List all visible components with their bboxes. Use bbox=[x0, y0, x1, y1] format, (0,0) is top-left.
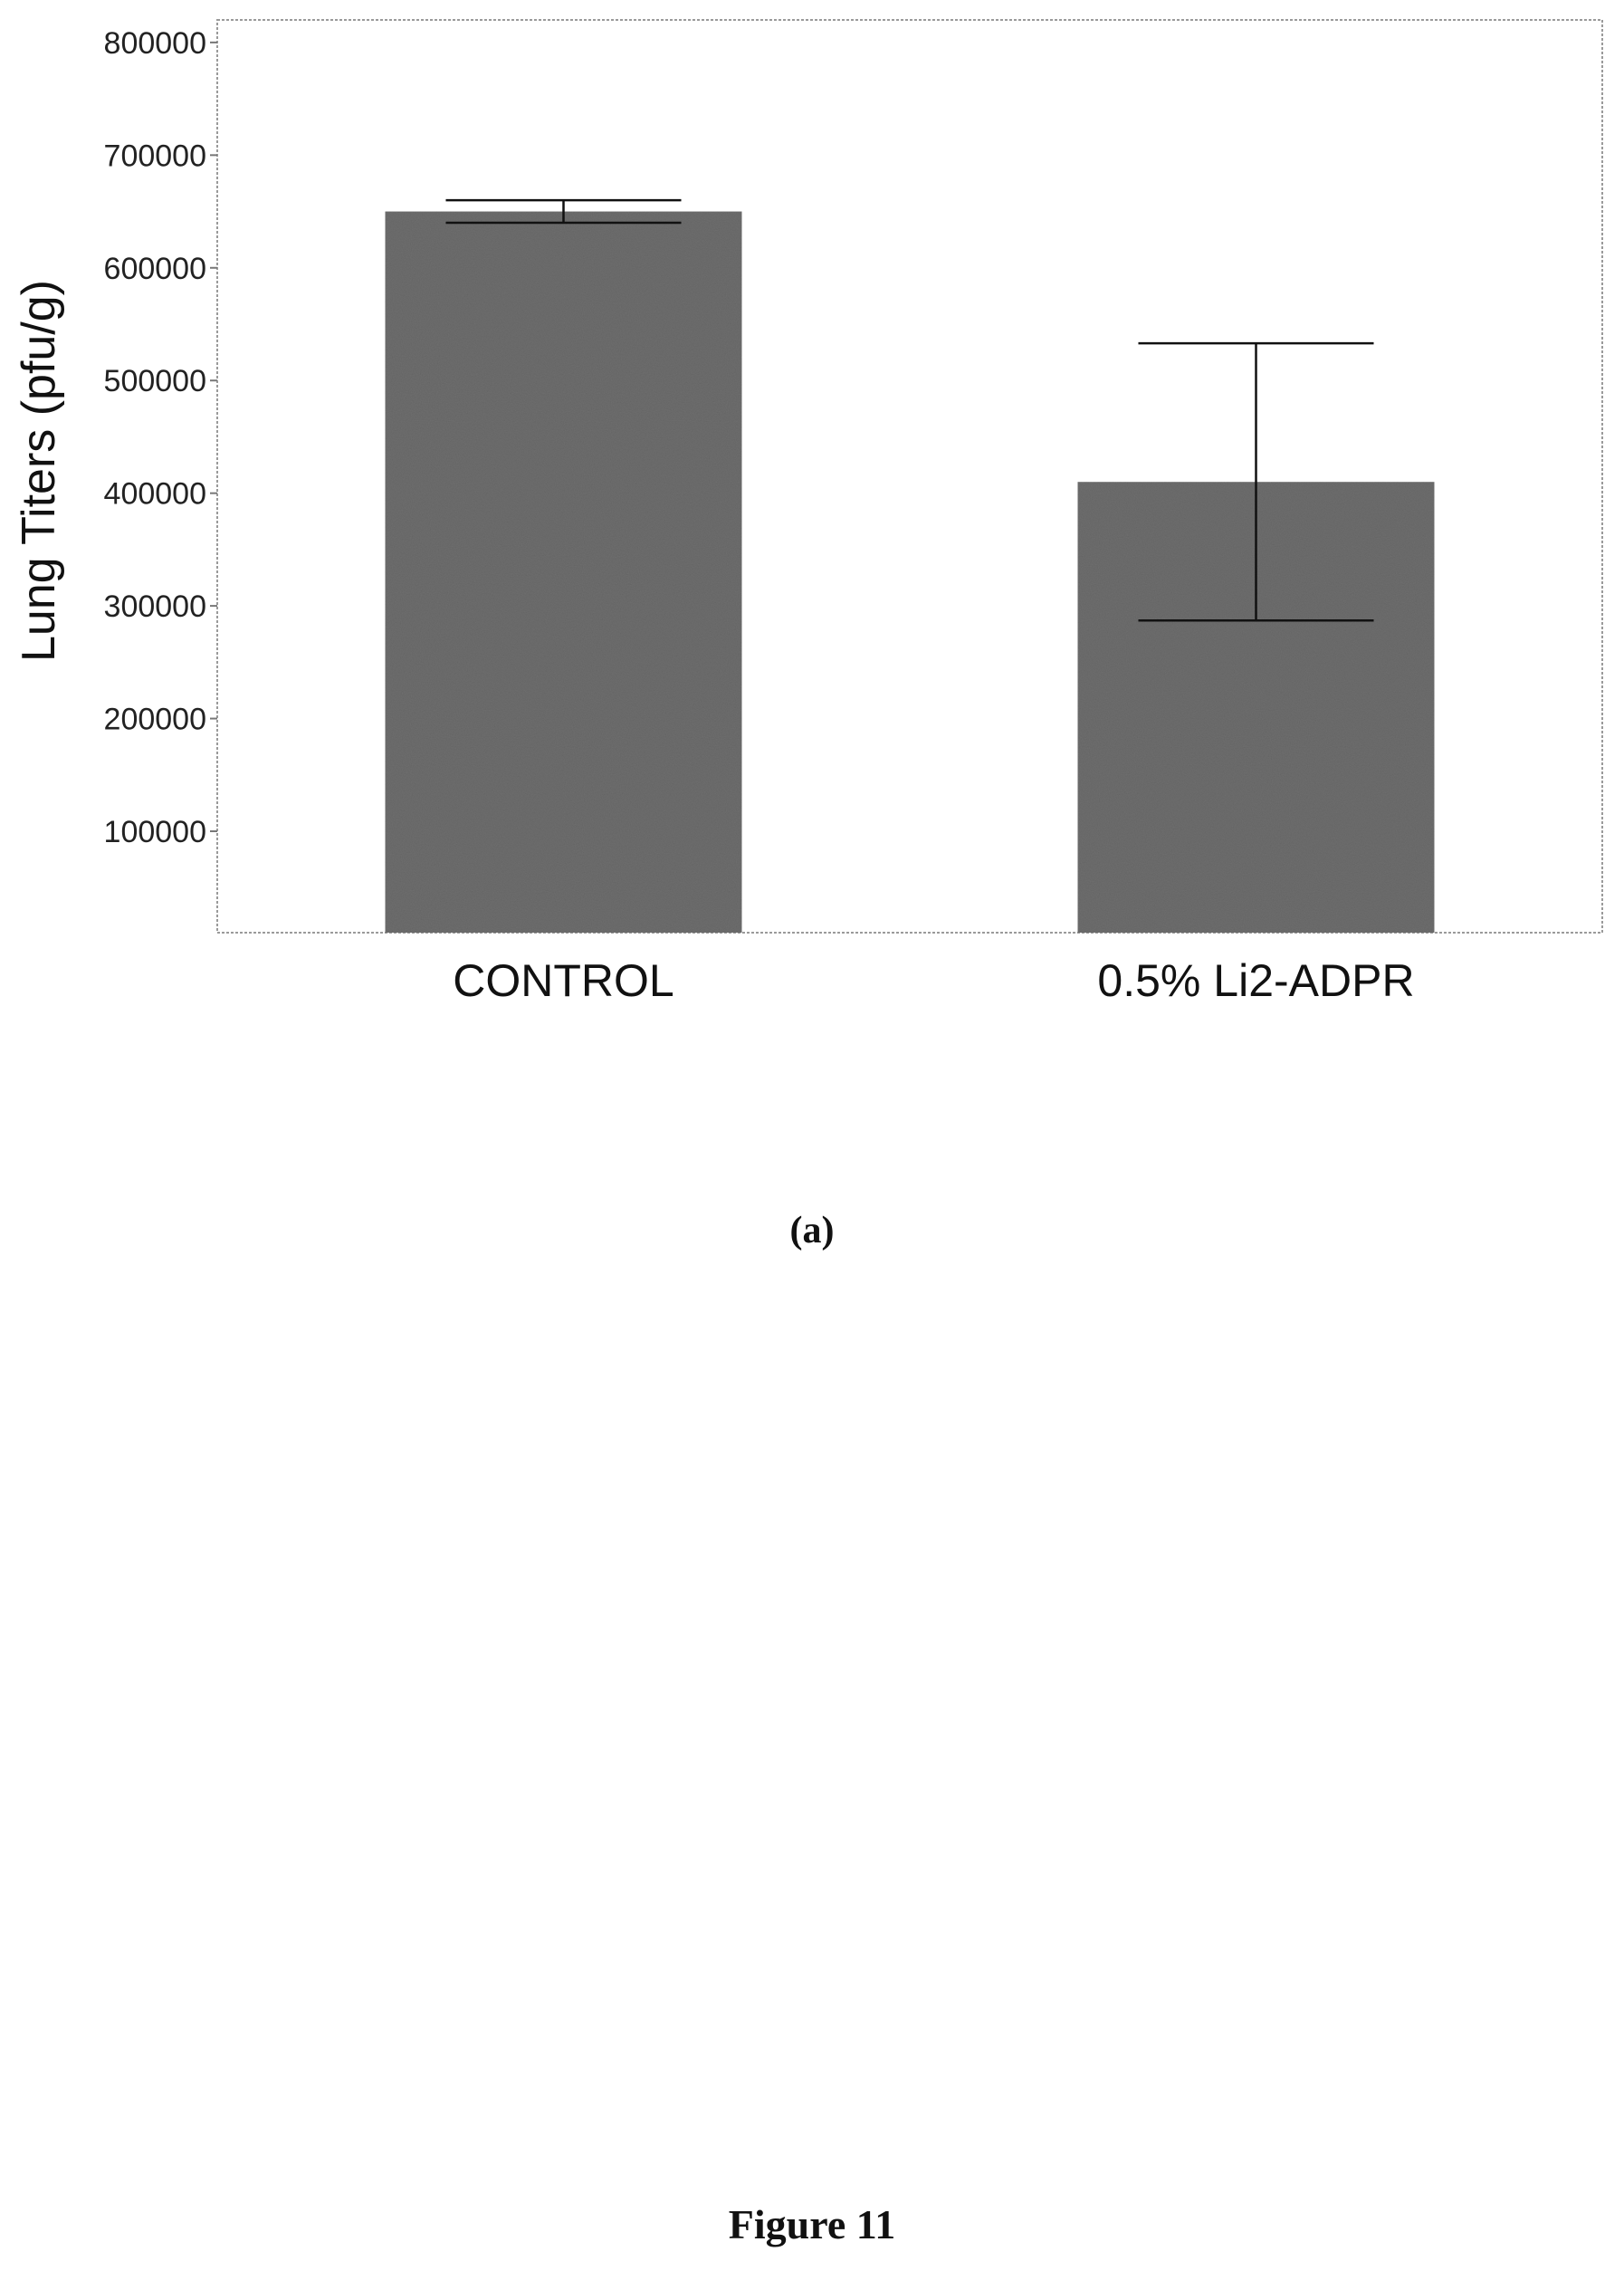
bar-0 bbox=[385, 211, 742, 934]
bars bbox=[385, 211, 1435, 934]
bar-chart: 100000 200000 300000 400000 500000 600000 7000… bbox=[13, 19, 1603, 1006]
figure-caption: Figure 11 bbox=[728, 2201, 896, 2247]
y-tick-label: 300000 bbox=[104, 589, 206, 624]
y-tick-label: 700000 bbox=[104, 139, 206, 173]
category-label-1: 0.5% Li2-ADPR bbox=[1097, 955, 1414, 1006]
plot-frame bbox=[216, 19, 1603, 934]
y-tick-label: 500000 bbox=[104, 364, 206, 398]
y-tick-label: 400000 bbox=[104, 477, 206, 512]
y-tick-label: 600000 bbox=[104, 252, 206, 286]
error-bars bbox=[445, 198, 1374, 622]
y-tick-label: 100000 bbox=[104, 815, 206, 849]
x-axis-categories: CONTROL 0.5% Li2-ADPR bbox=[453, 955, 1414, 1006]
panel-label: (a) bbox=[789, 1210, 835, 1251]
y-tick-label: 200000 bbox=[104, 703, 206, 737]
y-axis-ticks: 100000 200000 300000 400000 500000 600000 7000… bbox=[104, 26, 217, 849]
category-label-0: CONTROL bbox=[453, 955, 673, 1006]
y-tick-label: 800000 bbox=[104, 26, 206, 61]
y-axis-title: Lung Titers (pfu/g) bbox=[13, 280, 65, 662]
